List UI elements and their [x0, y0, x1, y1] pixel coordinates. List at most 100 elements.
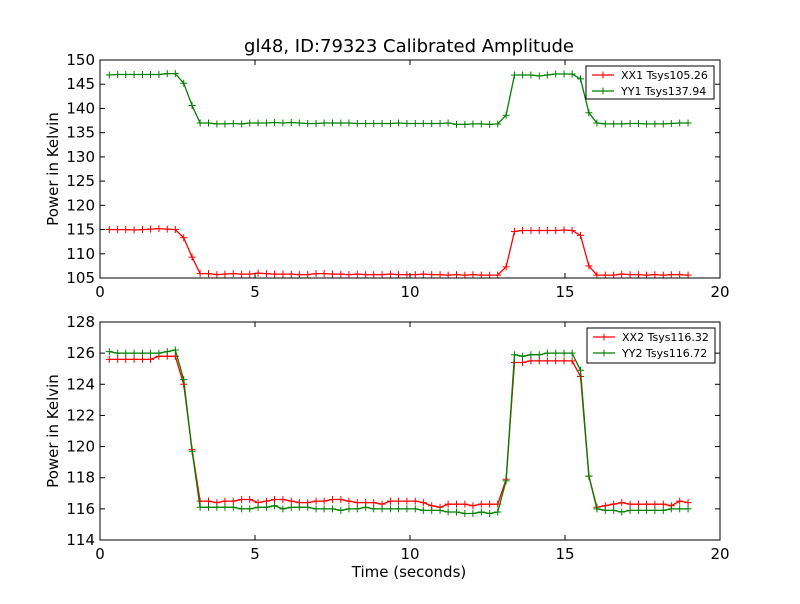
- data-point: [428, 506, 436, 514]
- data-point: [345, 505, 353, 513]
- data-point: [386, 270, 394, 278]
- data-point: [238, 120, 246, 128]
- data-point: [461, 510, 469, 518]
- data-point: [469, 510, 477, 518]
- data-point: [667, 119, 675, 127]
- data-point: [634, 119, 642, 127]
- data-point: [411, 119, 419, 127]
- data-point: [626, 119, 634, 127]
- data-point: [643, 271, 651, 279]
- data-point: [403, 505, 411, 513]
- y-tick-label: 116: [66, 500, 95, 518]
- data-point: [171, 70, 179, 78]
- y-tick-label: 120: [66, 438, 95, 456]
- legend-label: YY2 Tsys116.72: [621, 347, 707, 360]
- data-point: [378, 119, 386, 127]
- data-point: [130, 349, 138, 357]
- data-point: [155, 349, 163, 357]
- data-point: [254, 119, 262, 127]
- data-point: [337, 119, 345, 127]
- data-point: [345, 497, 353, 505]
- data-point: [618, 499, 626, 507]
- data-point: [130, 226, 138, 234]
- data-point: [271, 496, 279, 504]
- data-point: [659, 500, 667, 508]
- data-point: [659, 506, 667, 514]
- data-point: [453, 271, 460, 279]
- data-point: [676, 271, 684, 279]
- data-point: [105, 71, 113, 79]
- data-point: [304, 503, 312, 511]
- data-point: [329, 496, 336, 504]
- legend-swatch-marker: [599, 87, 607, 95]
- data-point: [105, 226, 113, 234]
- data-point: [552, 357, 560, 365]
- data-point: [246, 119, 254, 127]
- data-point: [444, 508, 452, 516]
- data-point: [138, 355, 146, 363]
- data-point: [114, 226, 122, 234]
- data-point: [353, 505, 361, 513]
- data-point: [105, 348, 113, 356]
- data-point: [419, 119, 427, 127]
- data-point: [395, 119, 403, 127]
- data-point: [543, 71, 551, 79]
- data-point: [419, 506, 427, 514]
- data-point: [304, 271, 312, 279]
- data-point: [577, 366, 584, 374]
- data-point: [122, 355, 130, 363]
- data-point: [205, 497, 212, 505]
- data-point: [494, 120, 502, 128]
- data-point: [643, 120, 651, 128]
- data-point: [585, 472, 593, 480]
- data-point: [535, 351, 543, 359]
- data-point: [411, 271, 419, 279]
- data-point: [196, 503, 204, 511]
- data-point: [262, 503, 270, 511]
- data-point: [577, 75, 584, 83]
- data-point: [634, 271, 642, 279]
- data-point: [271, 270, 279, 278]
- data-point: [659, 120, 667, 128]
- data-point: [403, 497, 411, 505]
- data-point: [188, 102, 196, 110]
- y-tick-label: 122: [66, 406, 95, 424]
- data-point: [527, 351, 535, 359]
- data-point: [684, 499, 692, 507]
- legend-box: [585, 65, 715, 100]
- data-point: [403, 119, 411, 127]
- data-point: [577, 231, 584, 239]
- data-point: [684, 271, 692, 279]
- data-point: [180, 234, 188, 242]
- data-point: [436, 271, 444, 279]
- data-point: [676, 119, 684, 127]
- legend-label: XX1 Tsys105.26: [621, 69, 708, 82]
- data-point: [593, 505, 601, 513]
- data-point: [279, 270, 287, 278]
- x-tick-label: 10: [400, 283, 419, 301]
- data-point: [114, 349, 122, 357]
- data-point: [610, 120, 618, 128]
- data-point: [337, 506, 345, 514]
- data-point: [560, 70, 568, 78]
- data-point: [610, 271, 618, 279]
- data-point: [477, 500, 485, 508]
- data-point: [229, 119, 237, 127]
- data-point: [436, 506, 444, 514]
- data-point: [552, 349, 560, 357]
- y-axis-label: Power in Kelvin: [44, 112, 62, 226]
- data-point: [519, 71, 527, 79]
- data-point: [651, 506, 659, 514]
- data-point: [444, 119, 452, 127]
- y-tick-label: 120: [66, 196, 95, 214]
- data-point: [130, 355, 138, 363]
- data-point: [634, 500, 642, 508]
- data-point: [386, 119, 394, 127]
- data-point: [610, 500, 618, 508]
- data-point: [428, 271, 436, 279]
- data-point: [188, 447, 196, 455]
- data-point: [238, 505, 246, 513]
- data-point: [312, 270, 320, 278]
- legend-swatch-marker: [599, 71, 607, 79]
- data-point: [469, 120, 477, 128]
